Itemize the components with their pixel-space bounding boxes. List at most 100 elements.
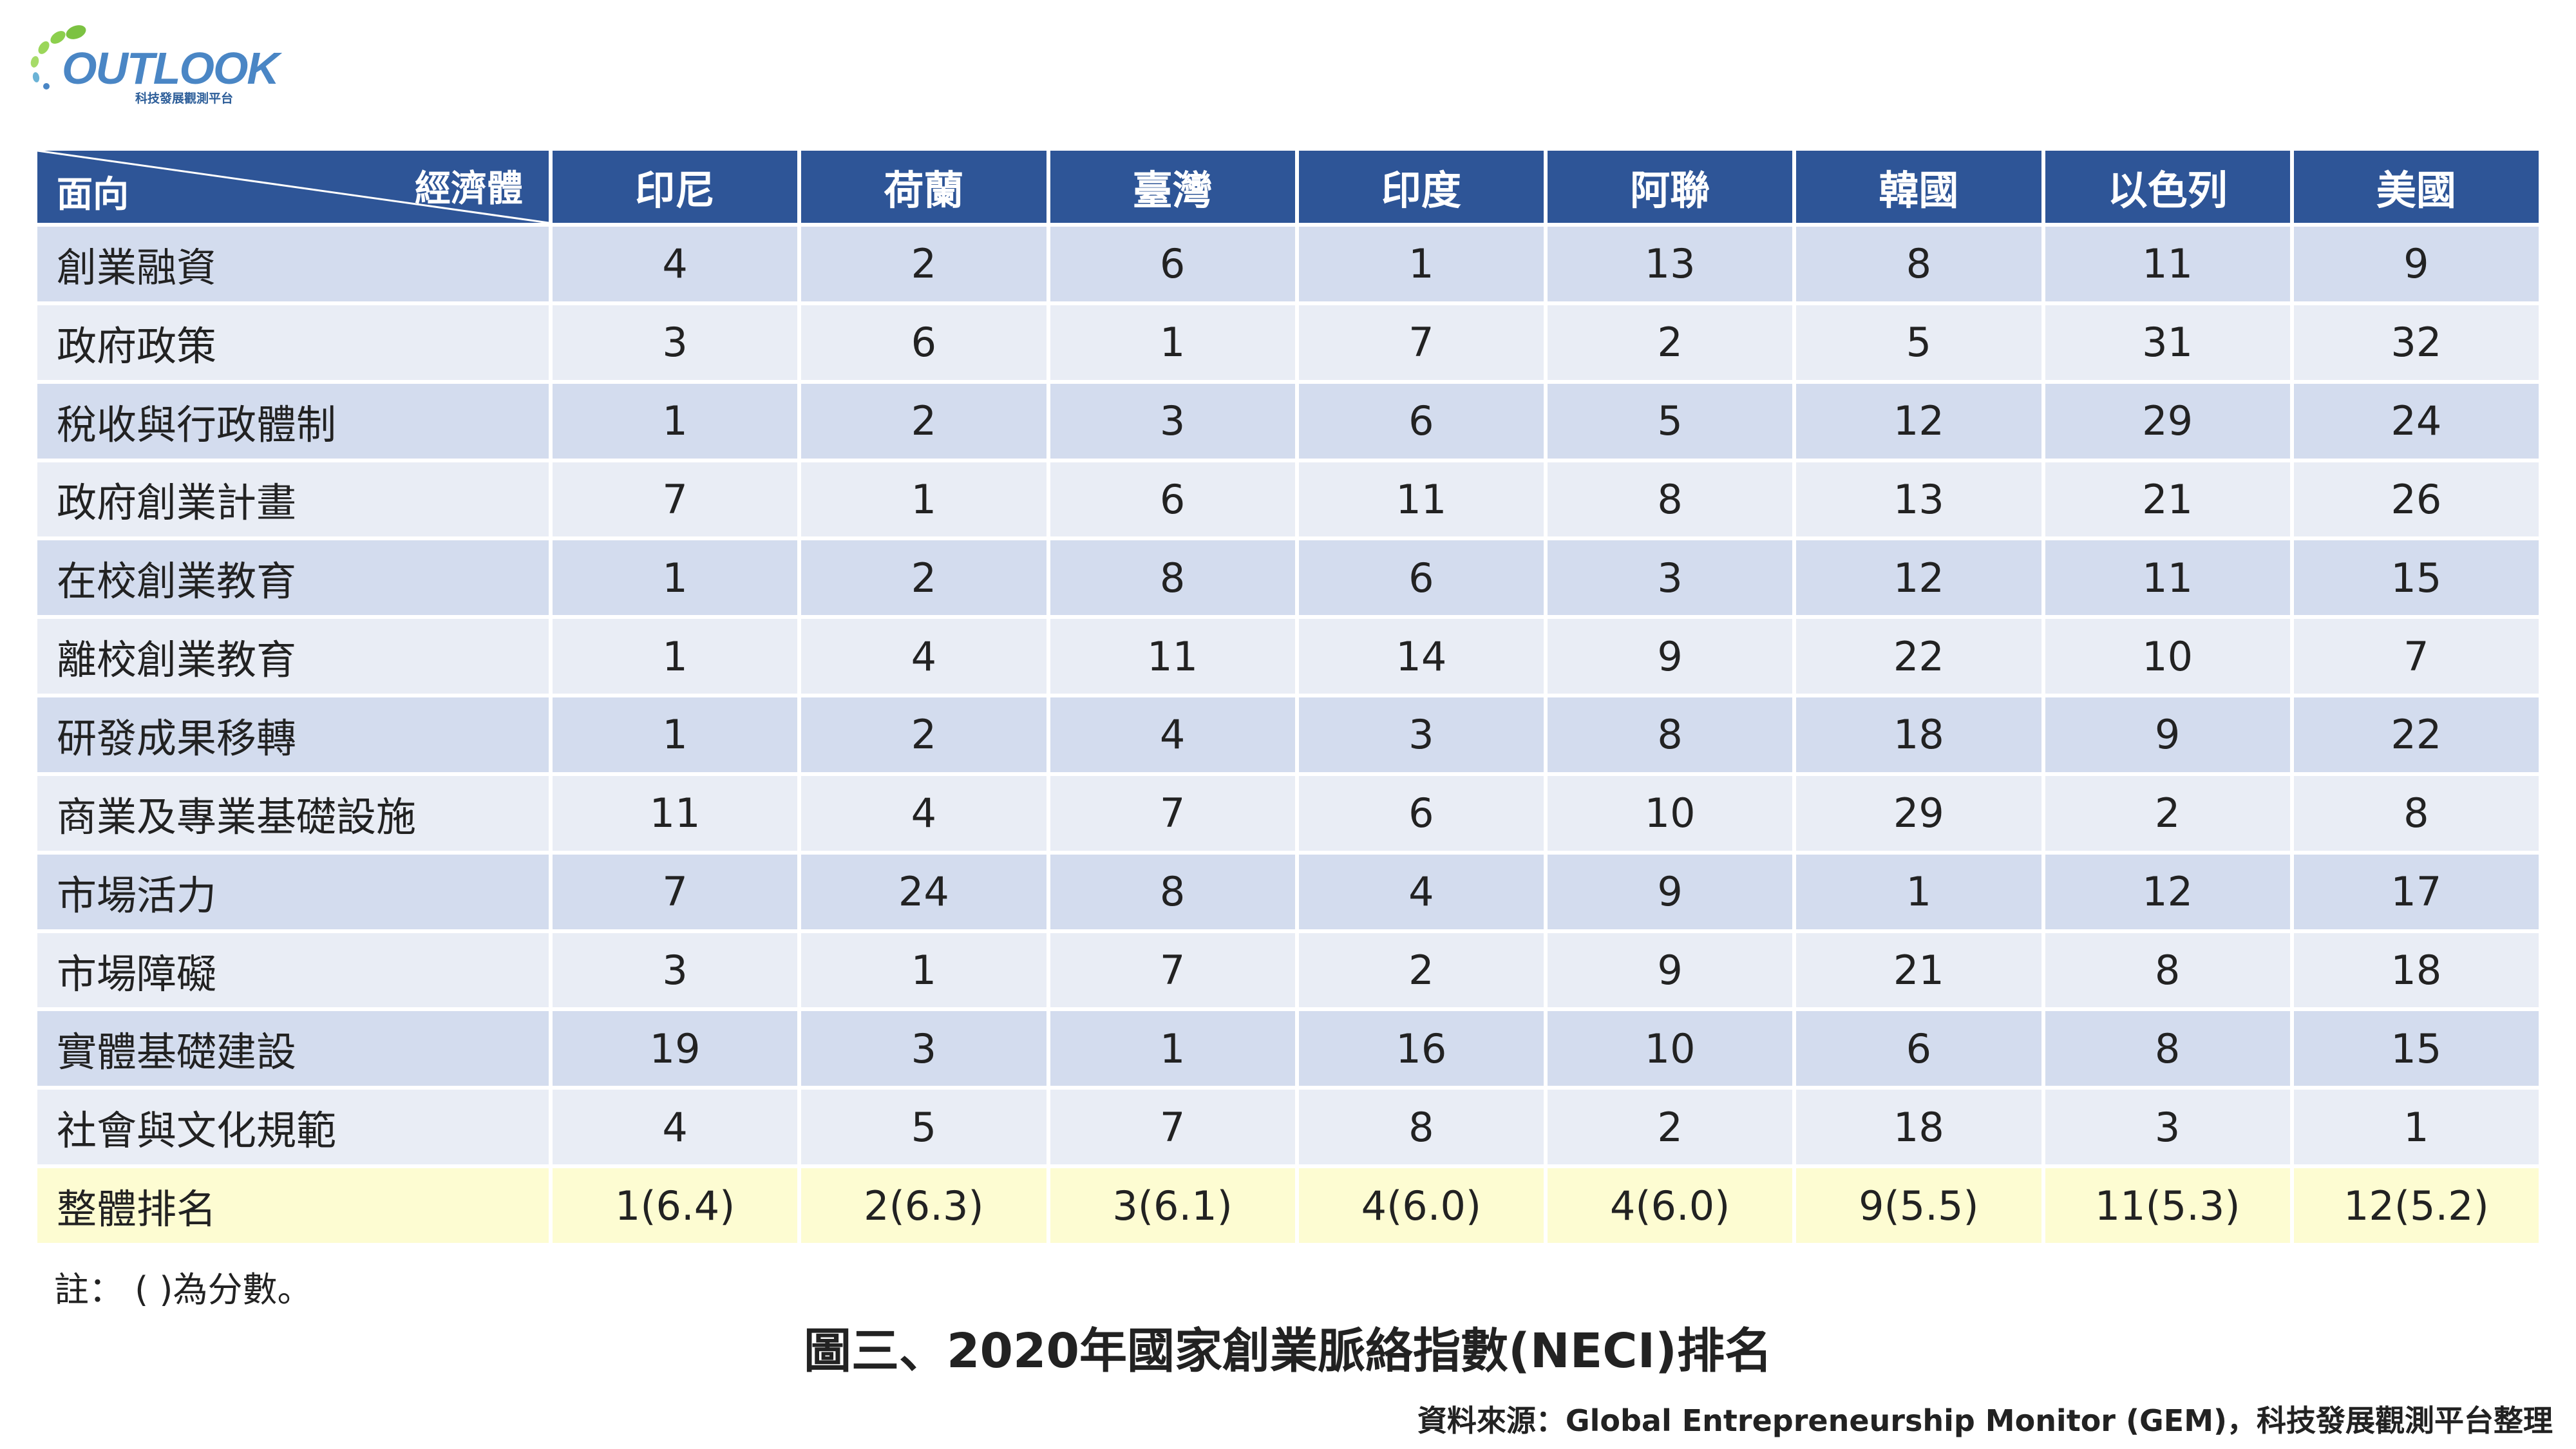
corner-aspect-label: 面向 bbox=[57, 174, 129, 216]
column-header: 美國 bbox=[2293, 151, 2539, 223]
rank-cell: 8 bbox=[1298, 1090, 1544, 1165]
logo-wordmark: OUTLOOK bbox=[62, 43, 279, 93]
row-label: 離校創業教育 bbox=[37, 619, 549, 694]
overall-rank-cell: 12(5.2) bbox=[2293, 1168, 2539, 1243]
rank-cell: 2 bbox=[1548, 305, 1793, 380]
row-label: 整體排名 bbox=[37, 1168, 549, 1243]
rank-cell: 7 bbox=[1050, 933, 1295, 1008]
overall-rank-cell: 3(6.1) bbox=[1050, 1168, 1295, 1243]
rank-cell: 6 bbox=[801, 305, 1046, 380]
row-label: 在校創業教育 bbox=[37, 540, 549, 616]
rank-cell: 3 bbox=[553, 933, 798, 1008]
rank-cell: 8 bbox=[2293, 775, 2539, 851]
rank-cell: 4 bbox=[1298, 854, 1544, 929]
table-row: 稅收與行政體制 1 2 3 6 5 12 29 24 bbox=[37, 383, 2539, 459]
rank-cell: 11 bbox=[2045, 227, 2290, 301]
rank-cell: 31 bbox=[2045, 305, 2290, 380]
rank-cell: 18 bbox=[2293, 933, 2539, 1008]
rank-cell: 8 bbox=[2045, 1011, 2290, 1086]
column-header: 阿聯 bbox=[1548, 151, 1793, 223]
rank-cell: 4 bbox=[801, 775, 1046, 851]
rank-cell: 2 bbox=[801, 383, 1046, 459]
rank-cell: 10 bbox=[1548, 1011, 1793, 1086]
column-header: 印尼 bbox=[553, 151, 798, 223]
rank-cell: 13 bbox=[1548, 227, 1793, 301]
column-header: 荷蘭 bbox=[801, 151, 1046, 223]
rank-cell: 7 bbox=[1050, 775, 1295, 851]
rank-cell: 11 bbox=[1298, 462, 1544, 537]
column-header: 印度 bbox=[1298, 151, 1544, 223]
source-credit: 資料來源：Global Entrepreneurship Monitor (GE… bbox=[1417, 1403, 2553, 1438]
row-label: 稅收與行政體制 bbox=[37, 383, 549, 459]
rank-cell: 5 bbox=[1548, 383, 1793, 459]
corner-economy-label: 經濟體 bbox=[415, 168, 523, 210]
rank-cell: 13 bbox=[1796, 462, 2041, 537]
corner-header-cell: 經濟體 面向 bbox=[37, 151, 549, 223]
rank-cell: 9 bbox=[2293, 227, 2539, 301]
rank-cell: 16 bbox=[1298, 1011, 1544, 1086]
rank-cell: 12 bbox=[1796, 383, 2041, 459]
rank-cell: 2 bbox=[2045, 775, 2290, 851]
rank-cell: 11 bbox=[553, 775, 798, 851]
rank-cell: 1 bbox=[553, 540, 798, 616]
rank-cell: 3 bbox=[553, 305, 798, 380]
rank-cell: 1 bbox=[553, 619, 798, 694]
rank-cell: 12 bbox=[2045, 854, 2290, 929]
rank-cell: 3 bbox=[801, 1011, 1046, 1086]
rank-cell: 5 bbox=[801, 1090, 1046, 1165]
rank-cell: 6 bbox=[1298, 775, 1544, 851]
rank-cell: 26 bbox=[2293, 462, 2539, 537]
rank-cell: 1 bbox=[553, 383, 798, 459]
rank-cell: 15 bbox=[2293, 1011, 2539, 1086]
table-row: 社會與文化規範 4 5 7 8 2 18 3 1 bbox=[37, 1090, 2539, 1165]
row-label: 政府政策 bbox=[37, 305, 549, 380]
rank-cell: 1 bbox=[553, 697, 798, 772]
overall-rank-cell: 9(5.5) bbox=[1796, 1168, 2041, 1243]
rank-cell: 8 bbox=[1796, 227, 2041, 301]
rank-cell: 4 bbox=[553, 227, 798, 301]
outlook-logo: OUTLOOK 科技發展觀測平台 bbox=[19, 19, 290, 106]
rank-cell: 1 bbox=[1050, 305, 1295, 380]
row-label: 市場障礙 bbox=[37, 933, 549, 1008]
rank-cell: 2 bbox=[1548, 1090, 1793, 1165]
rank-cell: 2 bbox=[801, 697, 1046, 772]
rank-cell: 14 bbox=[1298, 619, 1544, 694]
rank-cell: 7 bbox=[2293, 619, 2539, 694]
rank-cell: 21 bbox=[2045, 462, 2290, 537]
table-row: 政府政策 3 6 1 7 2 5 31 32 bbox=[37, 305, 2539, 380]
overall-rank-cell: 11(5.3) bbox=[2045, 1168, 2290, 1243]
rank-cell: 6 bbox=[1050, 227, 1295, 301]
rank-cell: 12 bbox=[1796, 540, 2041, 616]
rank-cell: 2 bbox=[801, 540, 1046, 616]
rank-cell: 2 bbox=[801, 227, 1046, 301]
rank-cell: 21 bbox=[1796, 933, 2041, 1008]
rank-cell: 1 bbox=[1796, 854, 2041, 929]
rank-cell: 29 bbox=[1796, 775, 2041, 851]
logo-subtitle: 科技發展觀測平台 bbox=[135, 91, 234, 106]
table-row: 在校創業教育 1 2 8 6 3 12 11 15 bbox=[37, 540, 2539, 616]
table-row: 市場障礙 3 1 7 2 9 21 8 18 bbox=[37, 933, 2539, 1008]
rank-cell: 8 bbox=[1050, 540, 1295, 616]
row-label: 市場活力 bbox=[37, 854, 549, 929]
rank-cell: 8 bbox=[1548, 462, 1793, 537]
rank-cell: 11 bbox=[1050, 619, 1295, 694]
rank-cell: 3 bbox=[2045, 1090, 2290, 1165]
rank-cell: 17 bbox=[2293, 854, 2539, 929]
rank-cell: 10 bbox=[1548, 775, 1793, 851]
row-label: 研發成果移轉 bbox=[37, 697, 549, 772]
rank-cell: 3 bbox=[1298, 697, 1544, 772]
neci-ranking-table: 經濟體 面向 印尼 荷蘭 臺灣 印度 阿聯 韓國 以色列 美國 創業融資 4 2 6 1… bbox=[33, 147, 2543, 1247]
figure-caption: 圖三、2020年國家創業脈絡指數(NECI)排名 bbox=[804, 1323, 1772, 1379]
rank-cell: 9 bbox=[1548, 619, 1793, 694]
row-label: 社會與文化規範 bbox=[37, 1090, 549, 1165]
rank-cell: 4 bbox=[801, 619, 1046, 694]
rank-cell: 19 bbox=[553, 1011, 798, 1086]
column-header: 以色列 bbox=[2045, 151, 2290, 223]
table-row: 市場活力 7 24 8 4 9 1 12 17 bbox=[37, 854, 2539, 929]
rank-cell: 1 bbox=[801, 462, 1046, 537]
table-header-row: 經濟體 面向 印尼 荷蘭 臺灣 印度 阿聯 韓國 以色列 美國 bbox=[37, 151, 2539, 223]
rank-cell: 4 bbox=[1050, 697, 1295, 772]
overall-rank-cell: 1(6.4) bbox=[553, 1168, 798, 1243]
rank-cell: 1 bbox=[801, 933, 1046, 1008]
rank-cell: 29 bbox=[2045, 383, 2290, 459]
